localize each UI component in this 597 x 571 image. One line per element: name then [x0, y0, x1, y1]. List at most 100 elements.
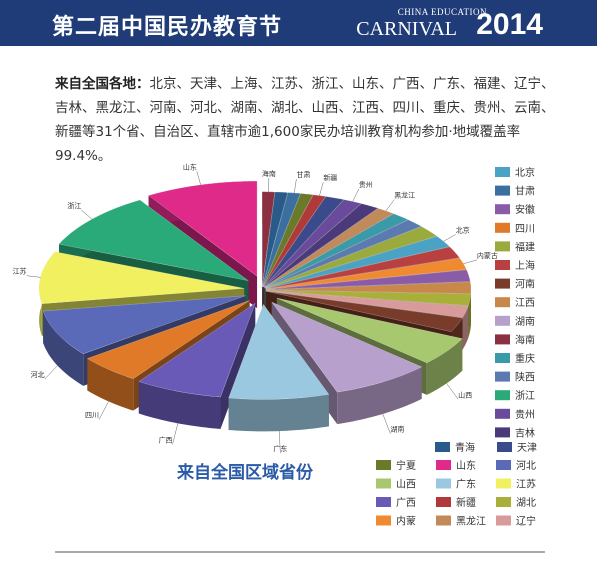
legend-label: 北京	[515, 166, 535, 179]
slice-side	[87, 358, 134, 411]
legend-label: 广西	[396, 497, 416, 509]
label-leader	[463, 259, 477, 264]
legend-label: 陕西	[515, 371, 535, 384]
slice	[138, 302, 256, 398]
slice-label: 黑龙江	[394, 191, 415, 200]
slice	[228, 303, 330, 400]
legend-swatch	[376, 497, 391, 507]
legend-swatch	[496, 478, 511, 489]
slice	[265, 257, 467, 290]
label-leader	[172, 423, 179, 445]
chart-title: 来自全国区域省份	[176, 462, 314, 483]
legend-label: 四川	[515, 224, 535, 235]
label-leader	[352, 188, 359, 202]
legend-label: 海南	[515, 333, 535, 346]
slice	[38, 251, 245, 304]
label-leader	[44, 365, 58, 380]
legend-swatch	[496, 515, 511, 526]
legend-swatch	[436, 478, 451, 489]
label-leader	[446, 383, 459, 400]
legend-label: 黑龙江	[456, 515, 486, 528]
legend-label: 安徽	[515, 203, 535, 216]
slice-side	[462, 306, 469, 350]
slice-label: 河北	[31, 371, 45, 379]
legend-label: 内蒙	[396, 515, 416, 528]
slice	[265, 281, 472, 294]
legend-label: 上海	[515, 259, 535, 272]
legend-swatch	[496, 497, 511, 507]
legend-swatch	[436, 460, 451, 470]
legend-swatch	[495, 427, 510, 438]
label-leader	[81, 209, 93, 220]
legend-label: 湖北	[516, 497, 536, 509]
label-leader	[382, 413, 391, 434]
slice-label: 山西	[458, 390, 472, 399]
slice	[262, 192, 301, 287]
slice-label: 贵州	[359, 180, 373, 189]
legend-label: 青海	[455, 441, 475, 454]
slice-label: 广西	[159, 435, 173, 444]
legend-label: 江西	[515, 297, 535, 309]
legend-swatch	[436, 497, 451, 507]
label-leader	[26, 275, 41, 278]
legend-label: 广东	[456, 478, 476, 491]
slice	[262, 194, 326, 288]
legend-label: 吉林	[515, 426, 535, 439]
slice-label: 内蒙古	[477, 251, 498, 260]
slice	[265, 290, 469, 318]
legend-swatch	[435, 442, 450, 452]
slice-side	[426, 338, 463, 395]
slice-label: 山东	[183, 162, 197, 171]
legend-label: 浙江	[515, 390, 535, 402]
label-leader	[98, 401, 109, 420]
legend-label: 重庆	[515, 352, 535, 365]
legend-label: 河北	[516, 460, 536, 472]
slice	[86, 300, 250, 379]
legend-label: 湖南	[515, 315, 535, 328]
legend-swatch	[376, 478, 391, 489]
legend-swatch	[495, 204, 510, 215]
slice-side	[337, 366, 422, 425]
legend-label: 天津	[517, 442, 537, 454]
legend-label: 辽宁	[516, 515, 536, 528]
legend-swatch	[436, 515, 451, 526]
legend-label: 河南	[515, 278, 535, 291]
label-leader	[443, 234, 456, 242]
legend-label: 山东	[456, 459, 476, 472]
slice	[263, 203, 379, 288]
legend-label: 甘肃	[515, 185, 535, 198]
legend-swatch	[497, 442, 512, 452]
legend-label: 宁夏	[396, 459, 416, 472]
slice	[265, 246, 460, 290]
legend-swatch	[495, 241, 510, 252]
legend-swatch	[496, 460, 511, 470]
slice	[263, 196, 345, 288]
slice-side	[228, 394, 329, 432]
legend-label: 山西	[396, 479, 416, 491]
slice	[276, 297, 463, 364]
legend-swatch	[495, 278, 510, 289]
label-leader	[196, 171, 201, 185]
legend-label: 新疆	[456, 496, 476, 509]
slice	[42, 295, 246, 355]
legend-swatch	[495, 334, 510, 345]
legend-swatch	[495, 371, 510, 382]
slice	[265, 269, 471, 290]
slice	[265, 290, 472, 306]
paragraph-text: 北京、天津、上海、江苏、浙江、山东、广西、广东、福建、辽宁、吉林、黑龙江、河南、…	[55, 76, 555, 164]
slice-label: 甘肃	[296, 170, 310, 179]
brand-name: CARNIVAL	[356, 18, 457, 40]
legend-label: 福建	[515, 240, 535, 253]
label-leader	[319, 182, 324, 196]
legend-swatch	[495, 408, 510, 419]
label-leader	[278, 431, 281, 454]
paragraph: 来自全国各地：北京、天津、上海、江苏、浙江、山东、广西、广东、福建、辽宁、吉林、…	[55, 72, 555, 168]
slice-side	[138, 381, 221, 429]
legend-swatch	[495, 297, 510, 308]
slice-side	[468, 293, 471, 338]
slice-label: 北京	[456, 225, 470, 234]
slice-side	[43, 311, 84, 386]
slice-label: 广东	[273, 444, 287, 453]
